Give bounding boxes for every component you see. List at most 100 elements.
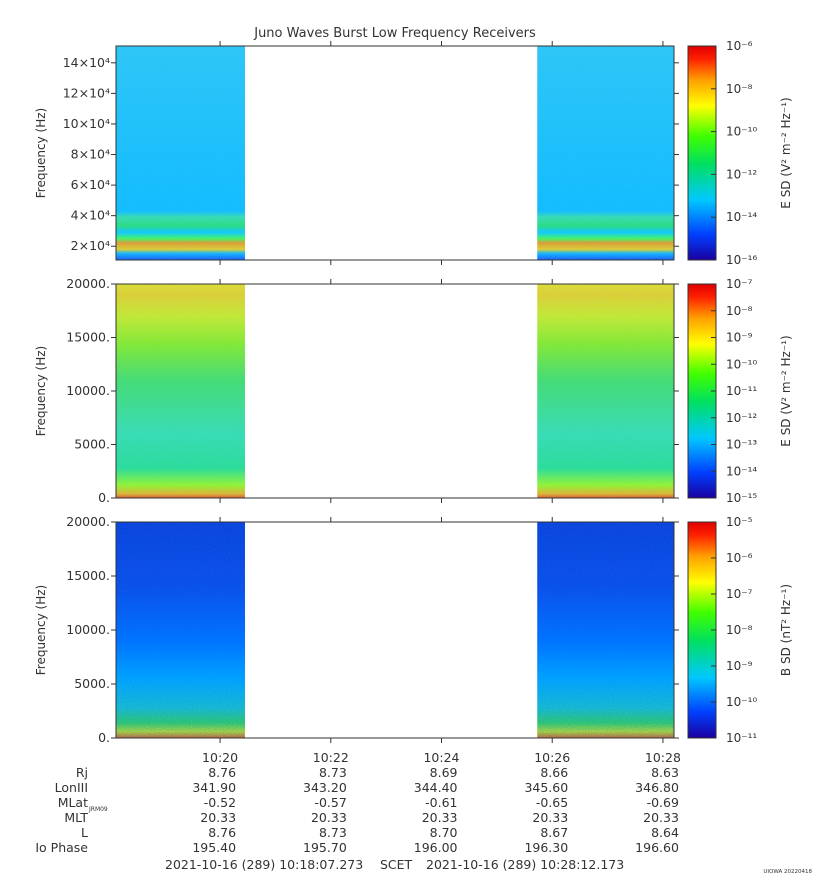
ephemeris-value: 196.30 (524, 840, 568, 855)
colorbar-tick-label: 10⁻¹¹ (726, 731, 757, 745)
ephemeris-row-label: Rj (76, 765, 88, 780)
colorbar-label: B SD (nT² Hz⁻¹) (779, 584, 793, 676)
footer-start-time: 2021-10-16 (289) 10:18:07.273 (165, 857, 363, 872)
ephemeris-value: -0.61 (425, 795, 457, 810)
footer-scet: SCET (380, 857, 413, 872)
colorbar-tick-label: 10⁻¹¹ (726, 384, 757, 398)
colorbar-tick-label: 10⁻⁸ (726, 623, 753, 637)
y-axis-label: Frequency (Hz) (34, 108, 48, 199)
y-tick-label: 5000. (74, 437, 110, 452)
ephemeris-value: 20.33 (200, 810, 236, 825)
ephemeris-value: 8.67 (540, 825, 568, 840)
colorbar-label: E SD (V² m⁻² Hz⁻¹) (779, 97, 793, 208)
colorbar-tick-label: 10⁻¹⁶ (726, 253, 757, 267)
colorbar-label: E SD (V² m⁻² Hz⁻¹) (779, 335, 793, 446)
colorbar-tick-label: 10⁻¹² (726, 167, 757, 181)
y-tick-label: 2×10⁴ (71, 238, 110, 253)
ephemeris-value: 8.69 (430, 765, 458, 780)
y-tick-label: 15000. (66, 330, 110, 345)
footer-version: UIOWA 20220418 (763, 869, 812, 875)
colorbar-tick-label: 10⁻⁸ (726, 304, 753, 318)
ephemeris-value: 8.76 (208, 825, 236, 840)
ephemeris-value: -0.65 (536, 795, 568, 810)
ephemeris-table: Rj 8.76 8.73 8.69 8.66 8.63 LonIII 341.90 343.20… (35, 765, 679, 855)
colorbar-tick-label: 10⁻¹⁰ (726, 357, 757, 371)
spectrogram-noise-right (537, 522, 674, 738)
y-tick-label: 20000. (66, 514, 110, 529)
colorbar-tick-label: 10⁻¹⁴ (726, 464, 757, 478)
y-tick-label: 6×10⁴ (71, 177, 110, 192)
y-tick-label: 12×10⁴ (63, 85, 110, 100)
spectrogram-noise-left (116, 284, 245, 498)
ephemeris-value: 20.33 (643, 810, 679, 825)
colorbar-tick-label: 10⁻¹⁰ (726, 695, 757, 709)
colorbar-tick-label: 10⁻¹⁵ (726, 491, 757, 505)
ephemeris-value: 8.63 (651, 765, 679, 780)
y-tick-label: 4×10⁴ (71, 208, 110, 223)
ephemeris-value: 196.60 (635, 840, 679, 855)
panel-top: 2×10⁴ 4×10⁴ 6×10⁴ 8×10⁴ 10×10⁴ 12×10⁴ 14×10⁴ Fr… (34, 39, 793, 267)
spectrogram-noise-right (537, 284, 674, 498)
colorbar-tick-label: 10⁻⁶ (726, 39, 753, 53)
ephemeris-value: 8.66 (540, 765, 568, 780)
ephemeris-value: 345.60 (524, 780, 568, 795)
ephemeris-value: 195.40 (192, 840, 236, 855)
y-tick-label: 10000. (66, 383, 110, 398)
ephemeris-value: 8.73 (319, 825, 347, 840)
colorbar-tick-label: 10⁻¹⁴ (726, 210, 757, 224)
panels: 2×10⁴ 4×10⁴ 6×10⁴ 8×10⁴ 10×10⁴ 12×10⁴ 14×10⁴ Fr… (34, 39, 793, 745)
time-tick-label: 10:26 (534, 750, 570, 765)
y-tick-label: 14×10⁴ (63, 55, 110, 70)
ephemeris-value: 344.40 (414, 780, 458, 795)
ephemeris-row-label: MLat (58, 795, 88, 810)
y-tick-label: 20000. (66, 276, 110, 291)
time-tick-label: 10:24 (423, 750, 459, 765)
y-axis-label: Frequency (Hz) (34, 346, 48, 437)
colorbar (687, 45, 717, 261)
y-tick-label: 0. (98, 490, 110, 505)
colorbar-tick-label: 10⁻⁹ (726, 659, 753, 673)
ephemeris-row-label: MLT (64, 810, 88, 825)
y-tick-label: 8×10⁴ (71, 147, 110, 162)
ephemeris-value: 346.80 (635, 780, 679, 795)
y-tick-label: 5000. (74, 676, 110, 691)
ephemeris-row-label: Io Phase (35, 840, 88, 855)
time-axis: 10:20 10:22 10:24 10:26 10:28 (202, 750, 681, 765)
time-tick-label: 10:28 (645, 750, 681, 765)
colorbar-tick-label: 10⁻⁹ (726, 331, 753, 345)
ephemeris-value: 195.70 (303, 840, 347, 855)
panel-frame (115, 45, 675, 261)
spectrogram-noise-right (537, 46, 674, 260)
spectrogram-noise-left (116, 46, 245, 260)
ephemeris-value: 8.70 (430, 825, 458, 840)
y-axis-label: Frequency (Hz) (34, 585, 48, 676)
ephemeris-value: 20.33 (311, 810, 347, 825)
colorbar-tick-label: 10⁻⁷ (726, 587, 753, 601)
panel-middle: 0. 5000. 10000. 15000. 20000. Frequency (Hz) 1… (34, 276, 793, 505)
spectrogram-noise-left (116, 522, 245, 738)
ephemeris-value: 8.76 (208, 765, 236, 780)
ephemeris-row-subscript: JRM09 (88, 806, 108, 813)
y-tick-label: 15000. (66, 568, 110, 583)
colorbar-tick-label: 10⁻⁶ (726, 551, 753, 565)
colorbar-tick-label: 10⁻¹³ (726, 438, 757, 452)
time-tick-label: 10:22 (313, 750, 349, 765)
ephemeris-value: -0.57 (314, 795, 346, 810)
colorbar-tick-label: 10⁻⁸ (726, 82, 753, 96)
y-tick-label: 10000. (66, 622, 110, 637)
ephemeris-value: 343.20 (303, 780, 347, 795)
chart-title: Juno Waves Burst Low Frequency Receivers (253, 26, 536, 41)
ephemeris-value: 20.33 (422, 810, 458, 825)
y-tick-label: 10×10⁴ (63, 116, 110, 131)
ephemeris-row-label: L (81, 825, 88, 840)
colorbar-tick-label: 10⁻⁷ (726, 277, 753, 291)
ephemeris-value: 8.73 (319, 765, 347, 780)
ephemeris-value: -0.52 (204, 795, 236, 810)
colorbar-tick-label: 10⁻¹⁰ (726, 125, 757, 139)
ephemeris-value: 341.90 (192, 780, 236, 795)
ephemeris-value: -0.69 (647, 795, 679, 810)
footer-end-time: 2021-10-16 (289) 10:28:12.173 (426, 857, 624, 872)
panel-bottom: 0. 5000. 10000. 15000. 20000. Frequency (Hz) 1… (34, 514, 793, 745)
colorbar-tick-label: 10⁻⁵ (726, 515, 753, 529)
